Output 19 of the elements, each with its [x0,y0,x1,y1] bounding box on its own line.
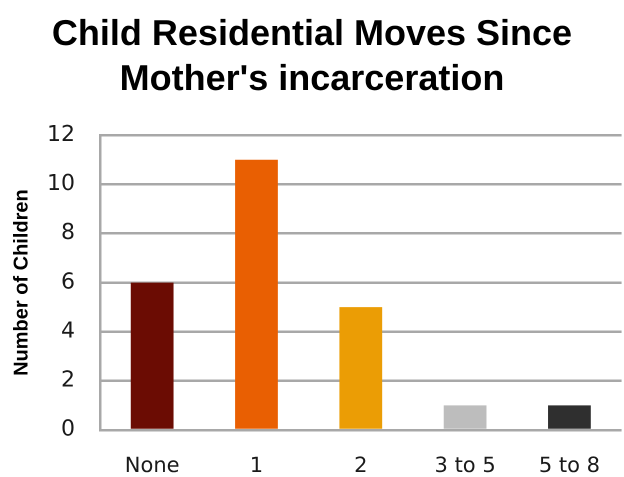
bar [130,282,174,429]
bar [548,405,591,429]
y-tick-label: 12 [47,122,75,147]
x-tick-label: 2 [354,453,368,477]
y-tick-label: 4 [61,318,75,344]
y-tick-label: 0 [61,416,75,442]
x-tick-label: 1 [250,453,264,477]
x-tick-label: 5 to 8 [538,453,600,477]
bar [235,160,278,429]
bar [444,405,486,429]
bar [339,307,382,429]
y-axis-title: Number of Children [10,189,33,376]
y-tick-label: 6 [61,269,75,294]
y-tick-label: 10 [47,171,75,196]
x-tick-label: None [124,453,180,477]
y-tick-label: 2 [61,368,75,393]
x-tick-label: 3 to 5 [434,453,496,477]
y-tick-label: 8 [61,220,75,246]
chart-title: Child Residential Moves Since Mother's incarceration [50,11,574,100]
